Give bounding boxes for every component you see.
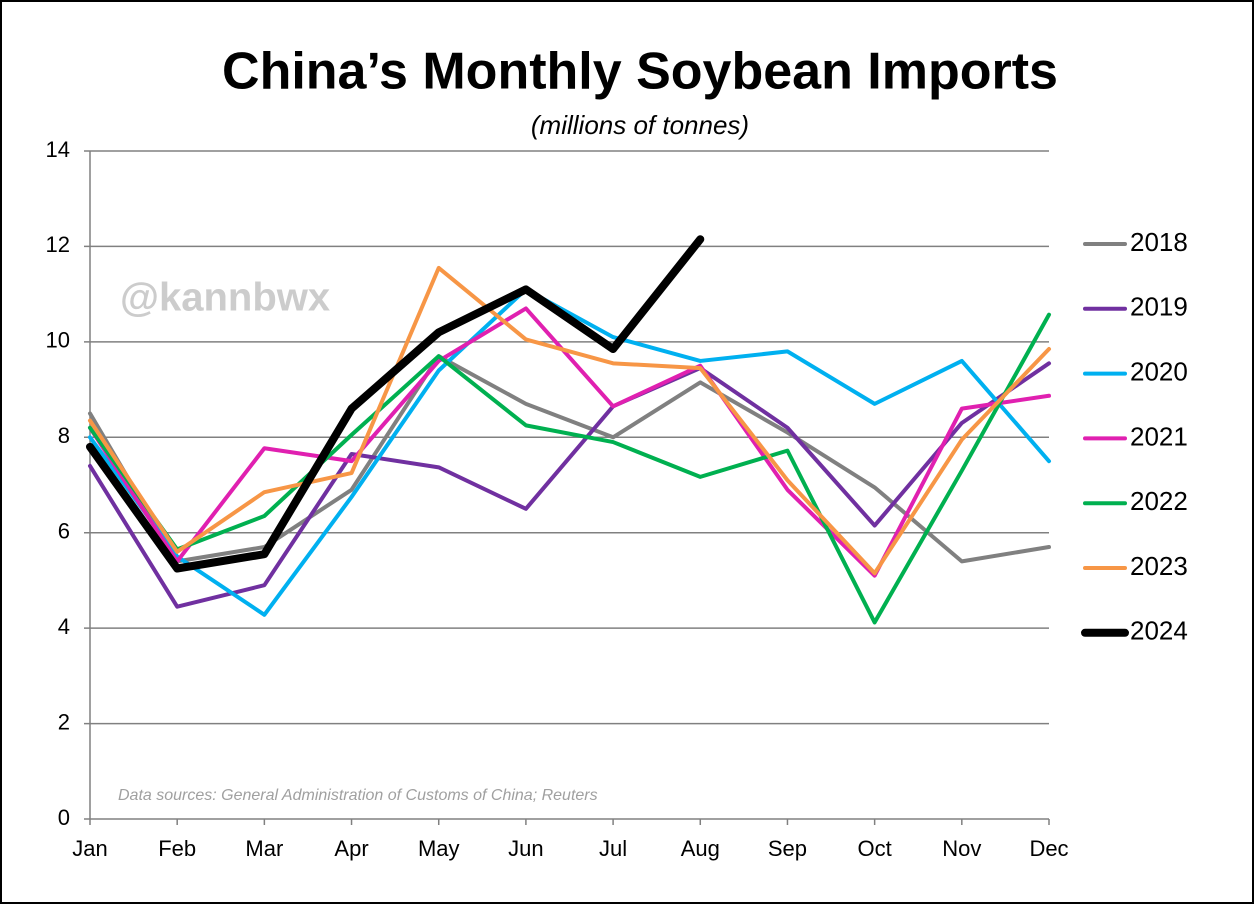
y-tick-label: 4 [58,614,70,639]
legend-label: 2018 [1130,227,1188,257]
chart-title: China’s Monthly Soybean Imports [222,43,1058,101]
watermark: @kannbwx [120,276,330,320]
y-tick-label: 14 [46,137,70,162]
x-tick-label: Mar [245,836,283,861]
series-line [88,287,1051,617]
legend-label: 2019 [1130,292,1188,322]
legend-label: 2020 [1130,356,1188,386]
x-tick-label: Nov [942,836,981,861]
x-tick-label: Sep [768,836,807,861]
y-tick-label: 0 [58,805,70,830]
y-tick-label: 8 [58,423,70,448]
series-line [88,354,1051,564]
y-tick-label: 12 [46,232,70,257]
x-tick-label: Jan [72,836,107,861]
x-tick-label: Aug [681,836,720,861]
x-tick-label: Jun [508,836,543,861]
series-line [88,312,1051,625]
series-line [88,265,1051,576]
x-tick-label: Feb [158,836,196,861]
x-tick-label: May [418,836,460,861]
x-tick-label: Oct [858,836,892,861]
y-tick-label: 2 [58,709,70,734]
chart-subtitle: (millions of tonnes) [531,110,749,140]
legend-label: 2021 [1130,421,1188,451]
legend-label: 2023 [1130,551,1188,581]
series-line [88,361,1051,609]
x-tick-label: Dec [1029,836,1068,861]
source-note: Data sources: General Administration of … [118,787,598,804]
y-tick-label: 10 [46,328,70,353]
legend-label: 2024 [1130,616,1188,646]
legend-label: 2022 [1130,486,1188,516]
y-tick-label: 6 [58,519,70,544]
x-tick-label: Jul [599,836,627,861]
x-tick-label: Apr [334,836,368,861]
series-line [86,235,705,573]
